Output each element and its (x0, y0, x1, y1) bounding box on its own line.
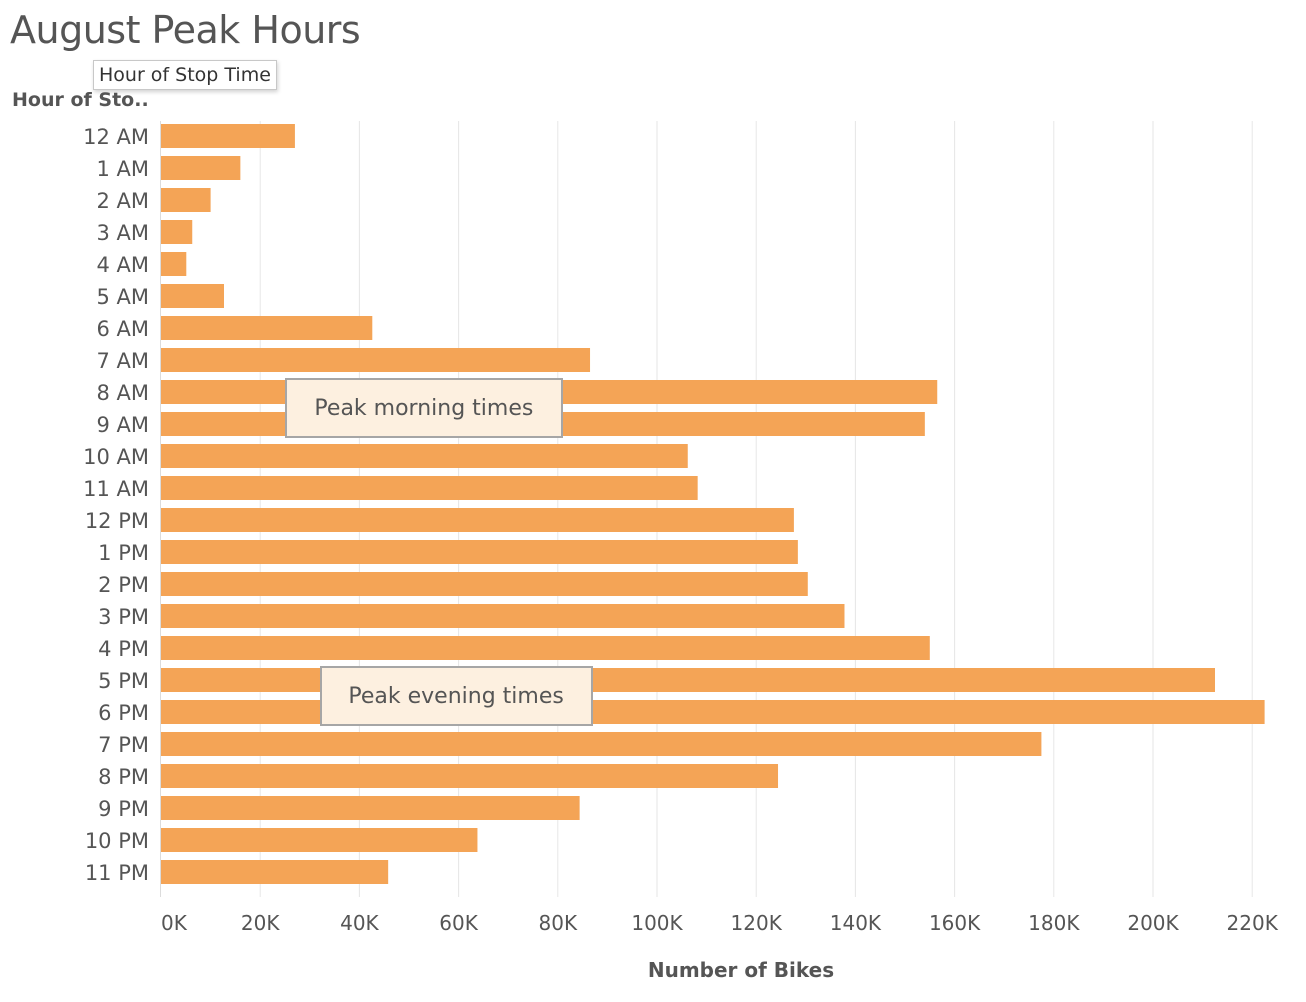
x-tick-label: 100K (631, 911, 683, 935)
bar[interactable] (161, 540, 798, 564)
bar[interactable] (161, 444, 688, 468)
x-tick-label: 80K (539, 911, 578, 935)
category-label: 7 AM (96, 349, 149, 373)
x-tick-labels: 0K 20K 40K 60K 80K 100K 120K 140K 160K 180K 200K 22… (161, 911, 1279, 935)
x-tick-label: 180K (1028, 911, 1080, 935)
category-label: 6 PM (98, 701, 149, 725)
category-label: 9 AM (96, 413, 149, 437)
bar[interactable] (161, 572, 808, 596)
bar[interactable] (161, 156, 241, 180)
annotation-text: Peak morning times (314, 395, 534, 421)
category-label: 12 PM (85, 509, 149, 533)
category-label: 5 AM (96, 285, 149, 309)
category-label: 10 PM (85, 829, 149, 853)
bars-layer (161, 124, 1265, 884)
bar[interactable] (161, 732, 1042, 756)
category-label: 8 PM (98, 765, 149, 789)
category-label: 9 PM (98, 797, 149, 821)
category-label: 3 PM (98, 605, 149, 629)
x-tick-label: 40K (340, 911, 379, 935)
category-label: 2 AM (96, 189, 149, 213)
chart-title: August Peak Hours (10, 8, 361, 52)
hover-tooltip: Hour of Stop Time (93, 60, 277, 90)
bar[interactable] (161, 796, 580, 820)
x-tick-label: 200K (1127, 911, 1179, 935)
category-label: 1 AM (96, 157, 149, 181)
bar[interactable] (161, 348, 591, 372)
bar[interactable] (161, 220, 193, 244)
bar[interactable] (161, 860, 389, 884)
bar[interactable] (161, 476, 698, 500)
category-label: 1 PM (98, 541, 149, 565)
x-tick-label: 20K (241, 911, 280, 935)
bar[interactable] (161, 636, 930, 660)
category-label: 4 AM (96, 253, 149, 277)
x-tick-label: 0K (161, 911, 188, 935)
x-tick-label: 220K (1227, 911, 1279, 935)
category-labels: 12 AM 1 AM 2 AM 3 AM 4 AM 5 AM 6 AM 7 AM 8 AM 9 A… (83, 125, 149, 885)
x-tick-label: 60K (439, 911, 478, 935)
annotation-text: Peak evening times (348, 683, 564, 709)
annotation-peak-evening: Peak evening times (319, 666, 593, 726)
bar[interactable] (161, 508, 794, 532)
category-label: 3 AM (96, 221, 149, 245)
bar[interactable] (161, 188, 211, 212)
category-label: 12 AM (83, 125, 149, 149)
category-label: 8 AM (96, 381, 149, 405)
category-label: 6 AM (96, 317, 149, 341)
category-label: 4 PM (98, 637, 149, 661)
bar[interactable] (161, 764, 779, 788)
category-label: 7 PM (98, 733, 149, 757)
annotation-peak-morning: Peak morning times (285, 378, 563, 438)
bar[interactable] (161, 124, 295, 148)
category-label: 2 PM (98, 573, 149, 597)
bar[interactable] (161, 828, 478, 852)
y-axis-title: Hour of Sto.. (12, 89, 149, 111)
x-tick-label: 160K (929, 911, 981, 935)
bar[interactable] (161, 252, 187, 276)
x-axis-title: Number of Bikes (648, 958, 834, 982)
bar[interactable] (161, 316, 373, 340)
category-label: 11 PM (85, 861, 149, 885)
bar[interactable] (161, 604, 845, 628)
x-tick-label: 120K (731, 911, 783, 935)
x-tick-label: 140K (830, 911, 882, 935)
category-label: 10 AM (83, 445, 149, 469)
bar[interactable] (161, 284, 224, 308)
category-label: 11 AM (83, 477, 149, 501)
category-label: 5 PM (98, 669, 149, 693)
